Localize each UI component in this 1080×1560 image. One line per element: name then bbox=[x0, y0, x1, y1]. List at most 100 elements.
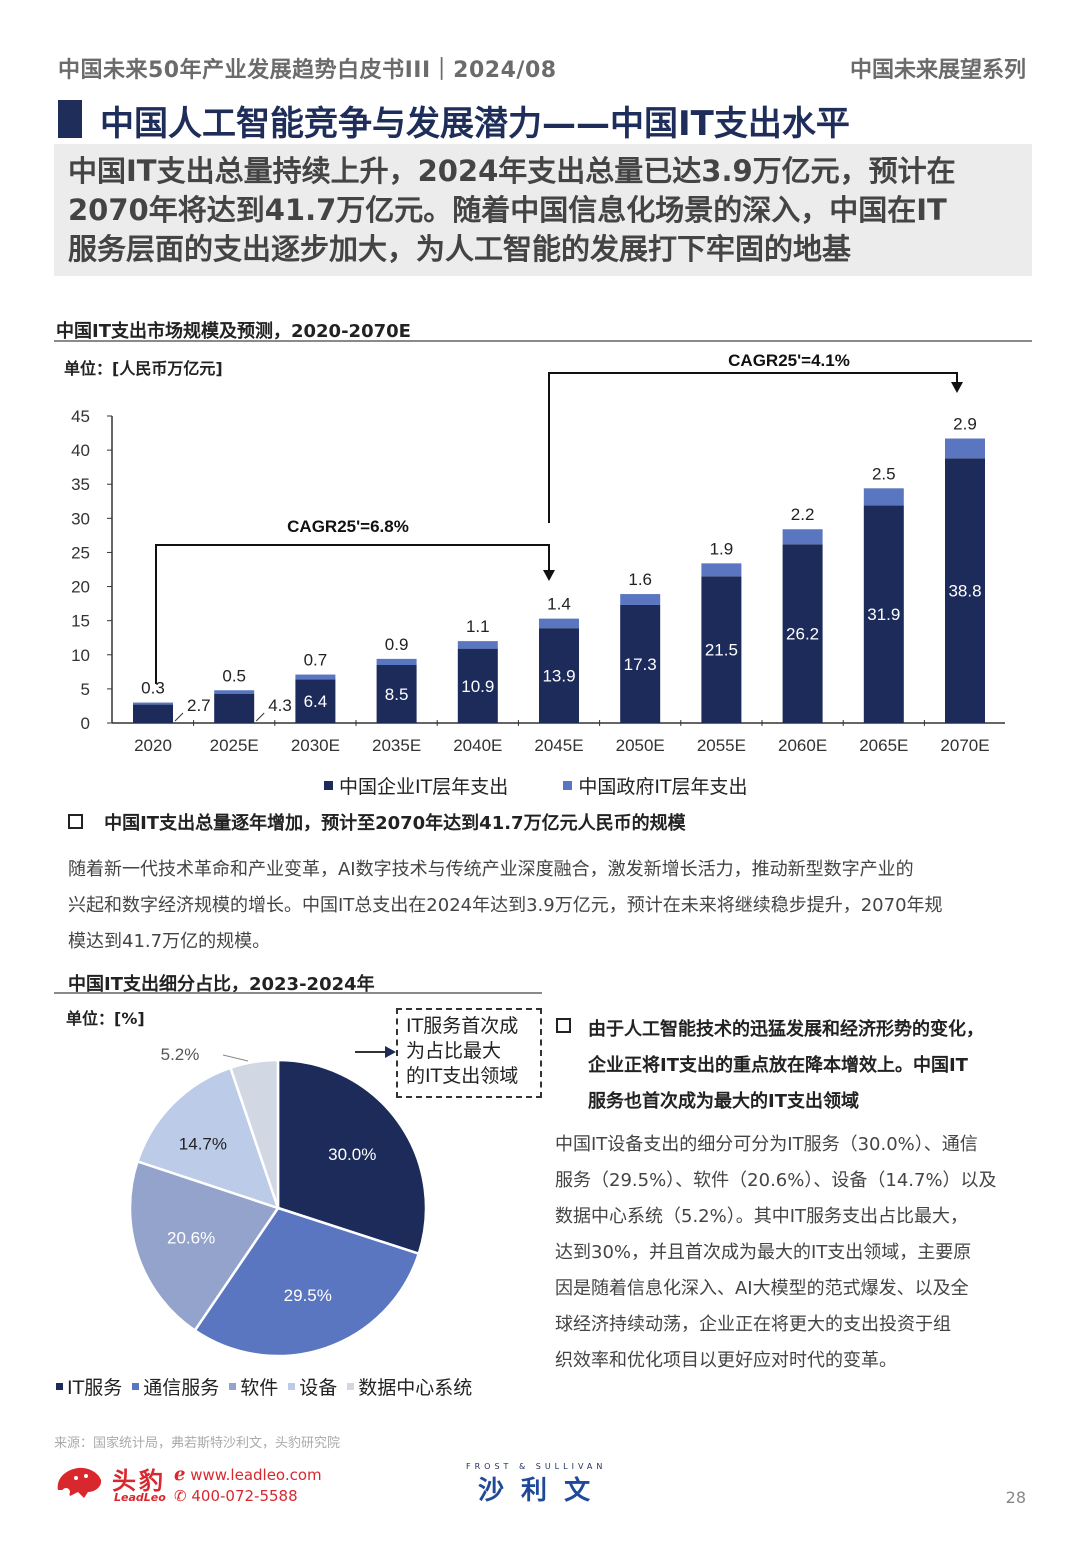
pie-legend-item: 数据中心系统 bbox=[347, 1376, 472, 1399]
data-label-government: 1.1 bbox=[466, 617, 490, 636]
section-divider bbox=[54, 992, 542, 994]
legend-swatch bbox=[56, 1383, 63, 1390]
callout-line: 的IT支出领域 bbox=[406, 1065, 519, 1087]
y-tick-label: 10 bbox=[71, 646, 90, 665]
bar-enterprise bbox=[214, 693, 255, 723]
website-row[interactable]: ℯ www.leadleo.com bbox=[174, 1464, 322, 1485]
x-tick-label: 2040E bbox=[453, 736, 502, 755]
body-line: 球经济持续动荡，企业正在将更大的支出投资于组 bbox=[555, 1314, 951, 1335]
heading-line: 服务也首次成为最大的IT支出领域 bbox=[588, 1091, 859, 1112]
legend-label: 通信服务 bbox=[143, 1377, 220, 1399]
bar-enterprise bbox=[376, 665, 417, 723]
callout-line: IT服务首次成 bbox=[406, 1015, 519, 1037]
legend-label: 中国政府IT层年支出 bbox=[578, 776, 748, 798]
legend-label: 中国企业IT层年支出 bbox=[339, 776, 509, 798]
y-tick-label: 15 bbox=[71, 612, 90, 631]
leopard-logo-icon bbox=[57, 1467, 102, 1498]
checkbox-square-icon bbox=[68, 814, 83, 829]
data-label-enterprise: 13.9 bbox=[542, 667, 575, 686]
logo-en-text: LeadLeo bbox=[114, 1491, 166, 1504]
pie-legend-item: 通信服务 bbox=[132, 1376, 219, 1399]
legend-swatch bbox=[347, 1383, 355, 1390]
bullet-heading-text: 由于人工智能技术的迅猛发展和经济形势的变化， 企业正将IT支出的重点放在降本增效… bbox=[588, 1012, 1036, 1120]
phone-row: ✆ 400-072-5588 bbox=[174, 1487, 298, 1505]
leader-line bbox=[222, 1054, 249, 1062]
pie-slice bbox=[276, 1058, 428, 1256]
pie-legend-item: 软件 bbox=[229, 1376, 278, 1399]
source-note: 来源：国家统计局，弗若斯特沙利文，头豹研究院 bbox=[54, 1436, 341, 1451]
bar-enterprise bbox=[539, 628, 579, 723]
cagr-bracket-left bbox=[155, 544, 550, 684]
series-name: 中国未来展望系列 bbox=[849, 58, 1026, 83]
pie-chart-title: 中国IT支出细分占比，2023-2024年 bbox=[68, 974, 375, 995]
bullet-heading-text: 中国IT支出总量逐年增加，预计至2070年达到41.7万亿元人民币的规模 bbox=[104, 813, 686, 834]
bar-enterprise bbox=[133, 704, 173, 723]
data-label-enterprise: 31.9 bbox=[867, 605, 900, 624]
bar-enterprise bbox=[295, 679, 336, 723]
callout-arrow-icon bbox=[355, 1046, 396, 1058]
bar-chart-title: 中国IT支出市场规模及预测，2020-2070E bbox=[56, 321, 411, 342]
callout-line: 为占比最大 bbox=[406, 1040, 502, 1062]
partner-en-text: FROST & SULLIVAN bbox=[466, 1462, 607, 1471]
data-label-government: 1.6 bbox=[628, 570, 652, 589]
y-tick-label: 35 bbox=[71, 475, 90, 494]
bar-government bbox=[945, 438, 985, 459]
data-label-government: 0.5 bbox=[222, 666, 246, 685]
website-link[interactable]: www.leadleo.com bbox=[190, 1466, 322, 1484]
legend-swatch bbox=[132, 1383, 140, 1390]
pie-chart-unit: 单位：[%] bbox=[66, 1009, 145, 1028]
y-tick-label: 30 bbox=[71, 509, 90, 528]
data-label-enterprise: 26.2 bbox=[786, 625, 819, 644]
legend-swatch bbox=[324, 781, 333, 790]
phone-icon: ✆ bbox=[174, 1487, 187, 1505]
pie-slice bbox=[135, 1066, 280, 1210]
pie-value-label: 5.2% bbox=[161, 1045, 200, 1064]
body-line: 服务（29.5%）、软件（20.6%）、设备（14.7%）以及 bbox=[555, 1170, 997, 1191]
pie-value-label: 14.7% bbox=[179, 1134, 227, 1153]
x-tick-label: 2020 bbox=[134, 736, 172, 755]
pie-value-label: 29.5% bbox=[284, 1286, 332, 1305]
page-number: 28 bbox=[1005, 1488, 1026, 1507]
bar-enterprise bbox=[782, 544, 823, 723]
arrow-head-icon bbox=[951, 382, 963, 393]
legend-label: 软件 bbox=[240, 1377, 279, 1399]
bullet-heading-1: 中国IT支出总量逐年增加，预计至2070年达到41.7万亿元人民币的规模 bbox=[68, 809, 686, 835]
summary-line: 服务层面的支出逐步加大，为人工智能的发展打下牢固的地基 bbox=[68, 232, 852, 266]
x-tick-label: 2055E bbox=[697, 736, 746, 755]
title-accent-bar bbox=[58, 100, 82, 138]
data-label-government: 0.9 bbox=[385, 635, 409, 654]
y-tick-label: 40 bbox=[71, 441, 90, 460]
document-header: 中国未来50年产业发展趋势白皮书III｜2024/08 bbox=[58, 58, 557, 83]
x-tick-label: 2070E bbox=[940, 736, 989, 755]
body-line: 中国IT设备支出的细分可分为IT服务（30.0%）、通信 bbox=[555, 1134, 978, 1155]
bar-government bbox=[539, 618, 579, 629]
arrow-head-icon bbox=[543, 570, 555, 581]
it-spending-bar-chart: 0 5 10 15 20 25 30 35 40 45 2020 0.3 2.7 2025E 0.5 4.3 2… bbox=[71, 351, 1005, 755]
callout-box bbox=[396, 1008, 542, 1098]
bar-government bbox=[701, 563, 742, 577]
bar-government bbox=[457, 641, 498, 649]
body-line: 织效率和优化项目以更好应对时代的变革。 bbox=[555, 1350, 897, 1371]
bullet-body-2: 中国IT设备支出的细分可分为IT服务（30.0%）、通信 服务（29.5%）、软… bbox=[555, 1127, 1035, 1379]
data-label-enterprise: 8.5 bbox=[385, 685, 409, 704]
x-tick-label: 2050E bbox=[616, 736, 665, 755]
bar-enterprise bbox=[457, 648, 498, 723]
phone-number: 400-072-5588 bbox=[191, 1487, 298, 1505]
bar-legend: 中国企业IT层年支出 中国政府IT层年支出 bbox=[324, 772, 748, 799]
data-label-enterprise: 2.7 bbox=[187, 696, 211, 715]
x-tick-label: 2065E bbox=[859, 736, 908, 755]
legend-label: IT服务 bbox=[67, 1377, 123, 1399]
web-icon: ℯ bbox=[174, 1464, 186, 1485]
legend-label: 设备 bbox=[299, 1377, 338, 1399]
bar-enterprise bbox=[620, 604, 661, 723]
data-label-government: 1.4 bbox=[547, 595, 571, 614]
data-label-government: 2.9 bbox=[953, 415, 977, 434]
bar-government bbox=[214, 690, 255, 694]
summary-box bbox=[54, 144, 1032, 276]
legend-swatch bbox=[563, 781, 573, 790]
heading-line: 由于人工智能技术的迅猛发展和经济形势的变化， bbox=[588, 1019, 984, 1040]
y-tick-label: 20 bbox=[71, 578, 90, 597]
bar-government bbox=[295, 674, 336, 680]
heading-line: 企业正将IT支出的重点放在降本增效上。中国IT bbox=[588, 1055, 968, 1076]
callout-text: IT服务首次成 为占比最大 的IT支出领域 bbox=[406, 1014, 536, 1089]
